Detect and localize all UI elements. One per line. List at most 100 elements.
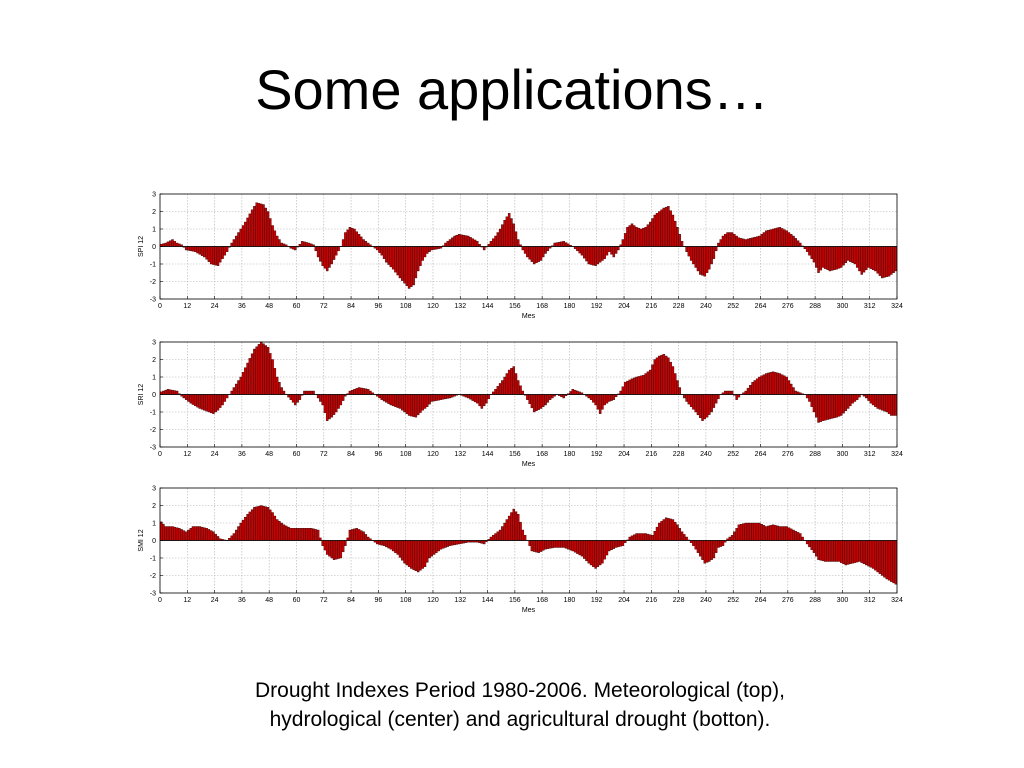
bar [212,246,215,265]
bar [528,246,531,260]
bar [332,394,336,415]
bar [482,246,486,251]
bar [801,536,804,541]
bar [471,394,474,401]
bar [214,394,217,413]
bar [521,246,525,251]
bar [503,376,506,395]
bar [598,246,602,263]
bar [362,239,365,247]
bar [250,509,254,541]
bar [621,386,625,395]
x-tick-label: 144 [482,303,494,310]
bar [840,540,843,563]
bar [603,246,606,259]
bar [253,507,256,541]
bar [621,540,625,546]
bar [712,394,716,408]
bar [614,246,618,254]
bar [648,534,652,541]
bar [605,246,609,256]
bar [207,246,211,262]
bar [350,227,354,247]
bar [699,540,702,557]
bar [175,527,179,541]
bar [544,394,547,406]
chart-panel-3: 0 12 24 36 48 60 72 84 96 108 120 132 144 156 168 180 19… [138,486,903,615]
bar [348,390,352,395]
bar [401,246,404,281]
bar [830,394,834,419]
bar [580,540,584,557]
bar [526,394,529,400]
bar [528,394,531,405]
bar [705,246,709,273]
x-tick-label: 240 [700,303,712,310]
x-tick-label: 180 [564,303,576,310]
bar [362,531,365,541]
bar [421,540,424,569]
bar [546,394,550,403]
y-axis-label: SPI 12 [138,236,145,257]
bar [892,246,895,273]
y-tick-label: -3 [150,445,156,452]
bar [774,525,777,541]
bar [416,540,420,573]
bar [175,390,179,395]
bar [883,394,886,412]
bar [394,246,397,273]
bar [385,540,388,548]
bar [730,535,734,541]
bar [824,246,827,269]
x-tick-label: 180 [564,451,576,458]
bar [851,246,854,264]
bar [805,540,809,545]
bar [548,540,552,549]
bar [678,234,681,247]
bar [637,533,641,541]
bar [569,391,572,395]
bar [169,526,172,541]
bar [364,534,368,541]
bar [280,387,283,395]
bar [537,540,540,553]
bar [426,540,429,563]
bar [282,390,286,395]
bar [291,394,295,403]
x-tick-label: 276 [782,451,794,458]
x-tick-label: 72 [320,597,328,604]
bar [387,540,390,549]
bar [169,240,172,247]
x-tick-label: 324 [891,303,903,310]
bar [714,540,718,553]
bar [391,394,395,407]
bar [655,213,659,247]
x-tick-label: 0 [158,303,162,310]
bar [421,394,424,411]
bar [628,536,631,541]
bar [833,246,836,271]
bar [744,390,747,395]
bar [480,394,484,409]
bar [628,379,631,395]
bar [307,242,311,247]
bar [555,242,559,247]
bar [332,540,336,560]
bar [667,206,670,247]
bar [184,394,188,400]
bar [264,345,267,395]
bar [719,239,722,247]
bar [830,246,834,271]
bar [398,540,402,558]
bar [448,394,452,399]
x-tick-label: 48 [265,597,273,604]
bar [428,540,431,559]
x-tick-label: 228 [673,303,685,310]
bar [635,533,638,541]
bar [739,523,743,541]
bar [644,227,647,247]
bar [376,246,379,251]
bar [660,209,663,247]
bar [248,511,252,541]
bar [412,246,415,286]
